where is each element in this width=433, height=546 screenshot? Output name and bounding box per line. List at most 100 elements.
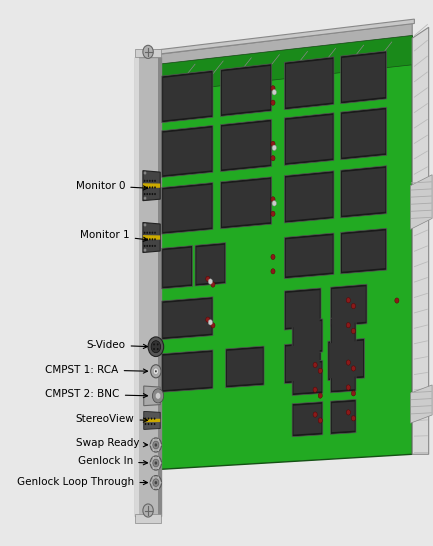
Circle shape <box>271 100 275 105</box>
Polygon shape <box>222 66 271 114</box>
Circle shape <box>144 238 145 240</box>
Circle shape <box>155 393 161 399</box>
Circle shape <box>144 232 145 234</box>
Circle shape <box>149 245 151 247</box>
Circle shape <box>150 482 152 484</box>
Circle shape <box>150 444 152 446</box>
Circle shape <box>352 328 355 334</box>
Circle shape <box>143 504 153 517</box>
Circle shape <box>143 45 153 58</box>
Circle shape <box>154 238 156 240</box>
Circle shape <box>157 476 159 478</box>
Polygon shape <box>135 49 161 57</box>
Circle shape <box>157 456 159 459</box>
Circle shape <box>346 323 350 328</box>
Circle shape <box>153 368 158 375</box>
Circle shape <box>146 232 148 234</box>
Polygon shape <box>330 358 356 393</box>
Text: StereoView: StereoView <box>76 414 148 424</box>
Polygon shape <box>163 352 212 390</box>
Circle shape <box>155 481 157 484</box>
Circle shape <box>149 238 151 240</box>
Polygon shape <box>328 339 365 381</box>
Text: Monitor 1: Monitor 1 <box>80 230 148 241</box>
Circle shape <box>149 232 151 234</box>
Circle shape <box>152 476 154 478</box>
Circle shape <box>153 441 159 449</box>
Polygon shape <box>332 402 355 432</box>
Polygon shape <box>222 179 271 227</box>
Circle shape <box>208 279 213 284</box>
Circle shape <box>352 391 355 396</box>
Circle shape <box>149 193 151 195</box>
Polygon shape <box>163 299 212 337</box>
Text: Genlock Loop Through: Genlock Loop Through <box>17 477 148 486</box>
Polygon shape <box>163 73 212 121</box>
Circle shape <box>152 467 154 470</box>
Polygon shape <box>286 173 333 221</box>
Polygon shape <box>163 248 191 287</box>
Polygon shape <box>284 288 321 330</box>
Polygon shape <box>155 19 414 55</box>
Polygon shape <box>143 183 160 188</box>
Circle shape <box>154 193 156 195</box>
Polygon shape <box>332 286 366 324</box>
Circle shape <box>153 343 155 346</box>
Circle shape <box>154 186 156 188</box>
Circle shape <box>346 360 350 365</box>
Circle shape <box>144 248 146 252</box>
Circle shape <box>154 418 155 420</box>
Polygon shape <box>195 242 226 286</box>
Circle shape <box>148 423 149 425</box>
Polygon shape <box>286 290 320 328</box>
Polygon shape <box>220 64 272 116</box>
Polygon shape <box>196 245 224 284</box>
Polygon shape <box>222 121 271 169</box>
Circle shape <box>272 90 276 95</box>
Circle shape <box>318 393 322 398</box>
Circle shape <box>313 363 317 367</box>
Polygon shape <box>342 230 385 272</box>
Polygon shape <box>410 175 432 229</box>
Polygon shape <box>226 346 264 388</box>
Circle shape <box>318 418 322 423</box>
Circle shape <box>152 180 153 182</box>
Circle shape <box>346 385 350 390</box>
Circle shape <box>318 368 322 373</box>
Polygon shape <box>342 53 385 102</box>
Circle shape <box>149 186 151 188</box>
Polygon shape <box>329 341 363 378</box>
Circle shape <box>160 482 162 484</box>
Circle shape <box>144 186 145 188</box>
Circle shape <box>144 171 146 175</box>
Circle shape <box>152 438 154 441</box>
Circle shape <box>346 410 350 415</box>
Polygon shape <box>286 59 333 108</box>
Polygon shape <box>332 318 355 349</box>
Circle shape <box>150 476 162 490</box>
Polygon shape <box>332 360 355 391</box>
Polygon shape <box>330 316 356 352</box>
Polygon shape <box>294 404 322 435</box>
Polygon shape <box>292 360 323 395</box>
Polygon shape <box>135 57 161 516</box>
Polygon shape <box>284 57 334 110</box>
Polygon shape <box>144 386 160 406</box>
Circle shape <box>152 389 164 403</box>
Polygon shape <box>144 412 160 429</box>
Circle shape <box>153 459 159 467</box>
Polygon shape <box>330 400 356 434</box>
Polygon shape <box>135 57 139 516</box>
Circle shape <box>146 180 148 182</box>
Circle shape <box>271 197 275 202</box>
Text: Monitor 0: Monitor 0 <box>76 181 148 191</box>
Polygon shape <box>143 170 160 200</box>
Circle shape <box>152 487 154 489</box>
Polygon shape <box>294 321 322 352</box>
Polygon shape <box>162 126 213 177</box>
Polygon shape <box>341 107 387 160</box>
Circle shape <box>154 232 156 234</box>
Polygon shape <box>286 115 333 163</box>
Circle shape <box>352 366 355 371</box>
Polygon shape <box>284 233 334 278</box>
